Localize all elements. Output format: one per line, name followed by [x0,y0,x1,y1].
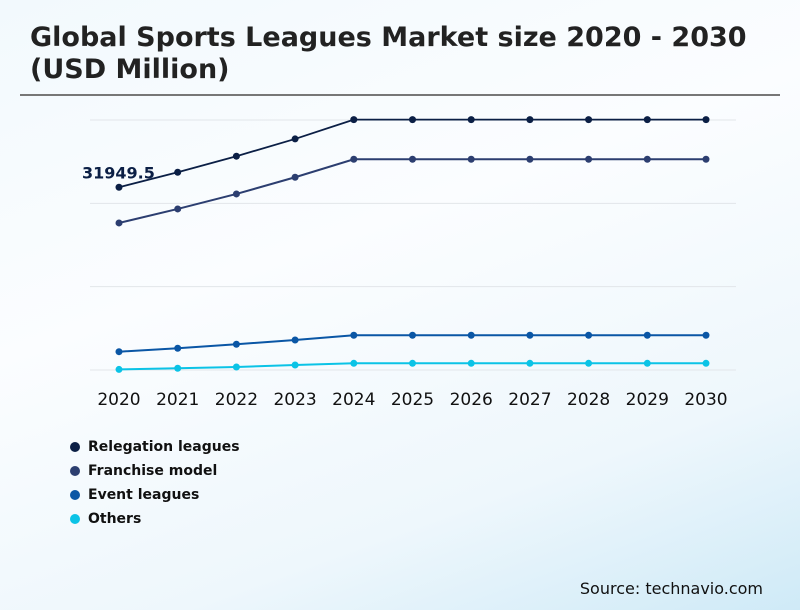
data-point [409,116,416,124]
data-point [526,116,534,124]
data-point [291,135,299,143]
data-point [702,155,710,163]
data-point [291,361,299,369]
data-point [702,331,710,339]
data-point [291,173,299,181]
x-tick-label: 2025 [391,390,434,410]
data-point [174,168,182,176]
data-point [526,359,534,367]
data-point [174,364,182,372]
data-point [232,363,240,371]
legend-label: Others [88,511,142,527]
data-point [174,344,182,352]
series-line [118,118,706,189]
legend-item: Franchise model [70,459,240,483]
legend-item: Relegation leagues [70,435,240,459]
x-tick-label: 2026 [450,390,493,410]
data-point [467,359,475,367]
data-point [115,219,123,227]
x-tick-label: 2023 [273,390,316,410]
data-point [115,183,123,191]
data-point [174,205,182,213]
data-point [115,348,123,356]
data-point [467,116,475,124]
data-point [526,331,534,339]
x-tick-label: 2020 [97,390,140,410]
data-point [232,152,240,160]
data-point [702,359,710,367]
legend-label: Event leagues [88,487,200,503]
legend-marker-icon [70,490,80,500]
data-point [350,331,358,339]
data-point [643,155,651,163]
x-tick-label: 2030 [684,390,727,410]
data-point [585,331,593,339]
data-point [409,359,416,367]
chart-title: Global Sports Leagues Market size 2020 -… [30,22,747,85]
line-chart: 2020 2021 2022 2023 2024 2025 2026 2027 2028 2029… [82,116,736,410]
data-point [350,359,358,367]
data-point [585,155,593,163]
data-point [467,155,475,163]
legend-item: Others [70,507,240,531]
legend-marker-icon [70,442,80,452]
title-divider [20,94,780,96]
x-tick-label: 2027 [508,390,551,410]
x-tick-label: 2028 [567,390,610,410]
data-point [643,331,651,339]
source-note: Source: technavio.com [579,579,763,598]
data-point [350,116,358,124]
legend-label: Franchise model [88,463,218,479]
legend-label: Relegation leagues [88,439,240,455]
legend-item: Event leagues [70,483,240,507]
data-point [232,340,240,348]
data-point [232,190,240,198]
data-point [585,116,593,124]
data-point [291,336,299,344]
data-point [409,331,416,339]
data-point [643,359,651,367]
data-point [409,155,416,163]
data-point [702,116,710,124]
x-tick-label: 2021 [156,390,199,410]
data-point [115,365,123,373]
data-point [467,331,475,339]
data-label: 31949.5 [82,163,155,182]
data-point [526,155,534,163]
data-point [350,155,358,163]
data-point [643,116,651,124]
legend-marker-icon [70,466,80,476]
legend: Relegation leagues Franchise model Event l… [70,435,240,531]
series-line [118,158,706,224]
data-point [585,359,593,367]
x-tick-label: 2024 [332,390,375,410]
legend-marker-icon [70,514,80,524]
x-tick-label: 2029 [626,390,669,410]
x-tick-label: 2022 [215,390,258,410]
